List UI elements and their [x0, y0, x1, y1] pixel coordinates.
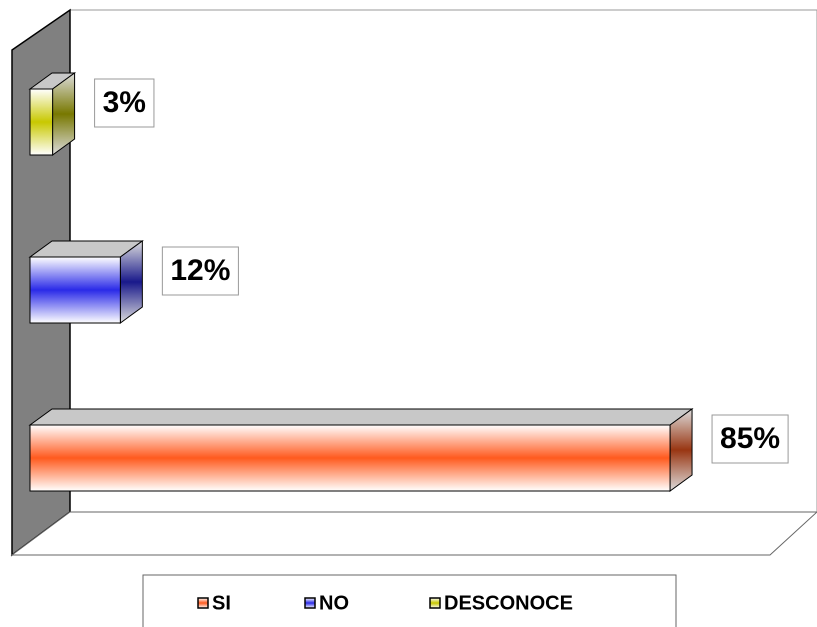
- bar: [29, 256, 121, 324]
- legend: SI NO DESCONOCE: [197, 592, 573, 614]
- legend-label: NO: [319, 592, 349, 614]
- legend-label: SI: [212, 592, 231, 614]
- legend-swatch: [304, 597, 316, 609]
- bars: 85% 12% 3%: [28, 72, 789, 492]
- bar-top: [28, 408, 694, 426]
- value-label: 3%: [103, 86, 146, 119]
- legend-label: DESCONOCE: [444, 592, 573, 614]
- value-label-box: [94, 78, 155, 128]
- legend-swatch: [197, 597, 209, 609]
- legend-swatch: [429, 597, 441, 609]
- bar: [29, 88, 54, 156]
- bar: [29, 424, 671, 492]
- value-label-box: [161, 246, 239, 296]
- value-label: 85%: [720, 422, 780, 455]
- value-label-box: [711, 414, 789, 464]
- floor: [10, 511, 817, 556]
- legend-box: [142, 574, 677, 627]
- value-label: 12%: [170, 254, 230, 287]
